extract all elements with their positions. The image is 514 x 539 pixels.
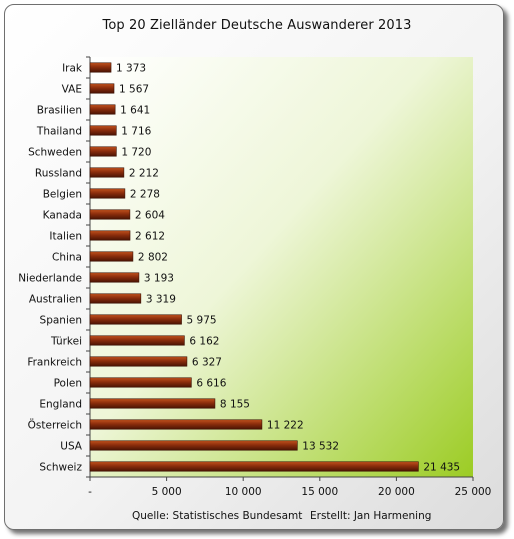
value-label-kanada: 2 604 <box>135 210 165 222</box>
value-label-italien: 2 612 <box>135 231 165 243</box>
x-tick-label-15000: 15 000 <box>301 486 338 498</box>
category-label-kanada: Kanada <box>43 210 82 222</box>
bar-italien <box>89 230 131 241</box>
plot-area <box>90 57 473 477</box>
bar-spanien <box>89 314 182 325</box>
bar-china <box>89 251 134 262</box>
category-label-china: China <box>52 252 82 264</box>
value-label-osterreich: 11 222 <box>267 420 304 432</box>
source-note: Quelle: Statistisches Bundesamt <box>132 510 303 522</box>
category-label-osterreich: Österreich <box>28 419 82 432</box>
category-label-england: England <box>39 399 82 411</box>
category-label-italien: Italien <box>49 231 82 243</box>
value-label-usa: 13 532 <box>302 441 339 453</box>
value-label-thailand: 1 716 <box>121 126 151 138</box>
category-label-brasilien: Brasilien <box>37 105 82 117</box>
value-label-frankreich: 6 327 <box>192 357 222 369</box>
value-label-irak: 1 373 <box>116 63 146 75</box>
category-label-polen: Polen <box>54 378 82 390</box>
bar-russland <box>89 167 125 178</box>
value-label-spanien: 5 975 <box>187 315 217 327</box>
category-label-vae: VAE <box>62 84 82 96</box>
category-label-schweiz: Schweiz <box>39 462 82 474</box>
x-tick-label-0: - <box>88 486 92 498</box>
x-tick-label-5000: 5 000 <box>152 486 182 498</box>
value-label-australien: 3 319 <box>146 294 176 306</box>
chart-title: Top 20 Zielländer Deutsche Auswanderer 2… <box>102 18 412 33</box>
x-tick-label-10000: 10 000 <box>225 486 262 498</box>
value-label-belgien: 2 278 <box>130 189 160 201</box>
author-note: Erstellt: Jan Harmening <box>310 510 432 522</box>
value-label-polen: 6 616 <box>196 378 226 390</box>
bar-belgien <box>89 188 126 199</box>
value-label-schweden: 1 720 <box>121 147 151 159</box>
value-label-england: 8 155 <box>220 399 250 411</box>
category-label-niederlande: Niederlande <box>18 273 82 285</box>
value-label-russland: 2 212 <box>129 168 159 180</box>
value-label-brasilien: 1 641 <box>120 105 150 117</box>
x-tick-label-25000: 25 000 <box>455 486 492 498</box>
bar-kanada <box>89 209 131 220</box>
bar-schweiz <box>89 461 419 472</box>
bar-thailand <box>89 125 117 136</box>
value-label-vae: 1 567 <box>119 84 149 96</box>
category-label-spanien: Spanien <box>40 315 82 327</box>
bar-polen <box>89 377 192 388</box>
value-label-turkei: 6 162 <box>189 336 219 348</box>
bar-australien <box>89 293 142 304</box>
bar-england <box>89 398 216 409</box>
category-label-russland: Russland <box>35 168 82 180</box>
category-label-irak: Irak <box>62 63 83 75</box>
category-label-belgien: Belgien <box>43 189 82 201</box>
category-label-usa: USA <box>60 441 83 453</box>
bar-brasilien <box>89 104 116 115</box>
category-label-frankreich: Frankreich <box>27 357 82 369</box>
bar-irak <box>89 62 112 73</box>
value-label-niederlande: 3 193 <box>144 273 174 285</box>
bar-frankreich <box>89 356 188 367</box>
category-label-schweden: Schweden <box>28 147 82 159</box>
bar-usa <box>89 440 298 451</box>
category-label-australien: Australien <box>29 294 82 306</box>
bar-schweden <box>89 146 117 157</box>
bar-turkei <box>89 335 185 346</box>
bar-vae <box>89 83 115 94</box>
category-label-turkei: Türkei <box>50 336 82 348</box>
value-label-schweiz: 21 435 <box>423 462 460 474</box>
bar-osterreich <box>89 419 263 430</box>
bar-niederlande <box>89 272 140 283</box>
x-tick-label-20000: 20 000 <box>378 486 415 498</box>
value-label-china: 2 802 <box>138 252 168 264</box>
category-label-thailand: Thailand <box>36 126 82 138</box>
